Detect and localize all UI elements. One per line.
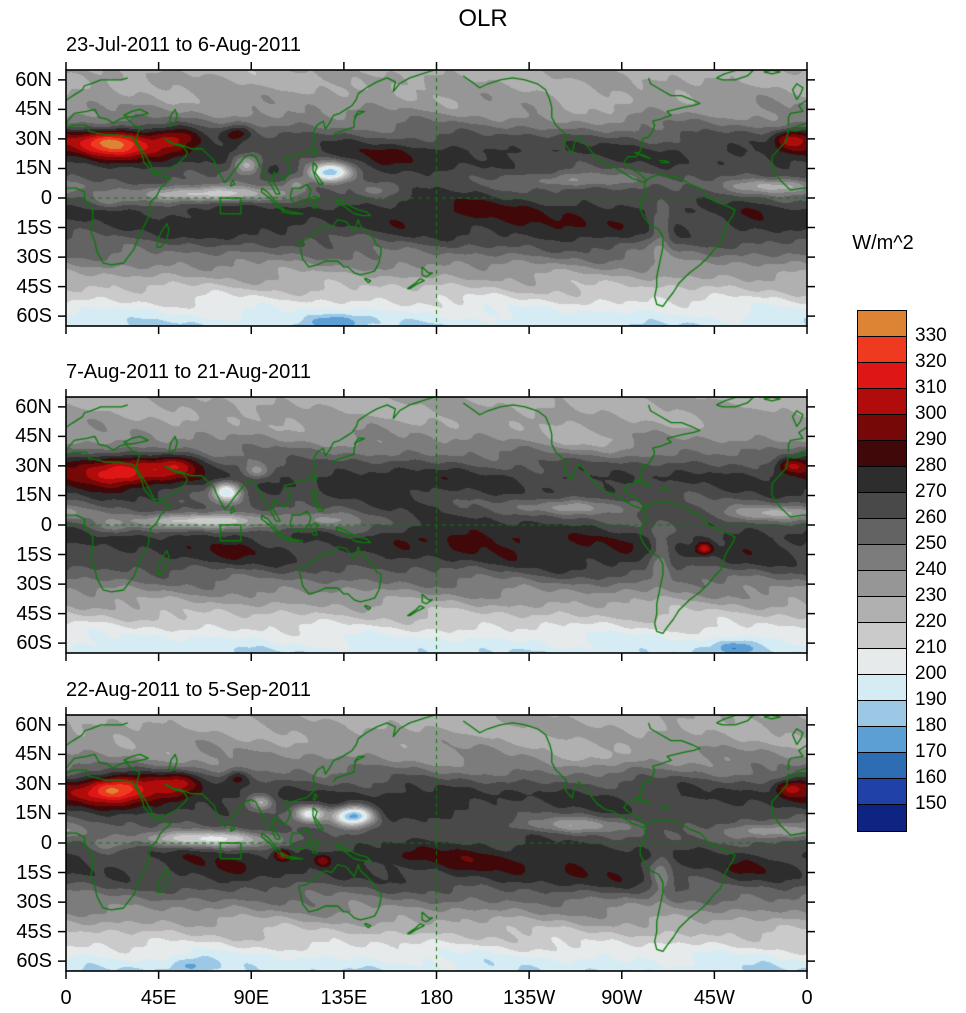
- colorbar-cell: [858, 545, 906, 571]
- lat-tick-label: 30S: [16, 573, 52, 596]
- colorbar-cell: [858, 727, 906, 753]
- panel-1-title: 23-Jul-2011 to 6-Aug-2011: [66, 34, 301, 56]
- lon-tick-label: 0: [60, 987, 72, 1009]
- colorbar-tick-label: 270: [915, 481, 947, 502]
- colorbar-cell: [858, 701, 906, 727]
- colorbar-cell: [858, 311, 906, 337]
- axis-ticks-overlay: [58, 389, 815, 661]
- colorbar-cell: [858, 623, 906, 649]
- lat-tick-label: 45N: [15, 743, 52, 766]
- lon-tick-label: 135W: [503, 987, 556, 1009]
- lat-tick-label: 0: [40, 187, 52, 209]
- lat-tick-label: 45S: [16, 920, 52, 943]
- colorbar-cell: [858, 675, 906, 701]
- colorbar-tick-label: 260: [915, 507, 947, 528]
- lon-tick-label: 0: [801, 987, 813, 1009]
- colorbar-cell: [858, 597, 906, 623]
- lon-tick-label: 135E: [320, 987, 368, 1009]
- colorbar-tick-label: 190: [915, 689, 947, 710]
- lon-tick-label: 90E: [233, 987, 270, 1009]
- lat-tick-label: 15N: [15, 484, 52, 507]
- colorbar-tick-label: 200: [915, 663, 947, 684]
- colorbar-cell: [858, 467, 906, 493]
- colorbar-tick-label: 160: [915, 767, 947, 788]
- colorbar-tick-label: 220: [915, 611, 947, 632]
- lat-tick-label: 30S: [16, 246, 52, 269]
- lon-tick-label: 45W: [693, 987, 735, 1009]
- lat-tick-label: 30N: [15, 772, 52, 795]
- map-panel-3-canvas: [66, 715, 807, 971]
- lat-tick-label: 60S: [16, 632, 52, 655]
- lat-tick-label: 15N: [15, 157, 52, 180]
- colorbar-tick-label: 150: [915, 793, 947, 814]
- lat-tick-label: 45S: [16, 275, 52, 298]
- colorbar-cell: [858, 363, 906, 389]
- lat-tick-label: 30S: [16, 891, 52, 914]
- colorbar-tick-label: 210: [915, 637, 947, 658]
- lat-tick-label: 60S: [16, 950, 52, 973]
- colorbar-tick-label: 170: [915, 741, 947, 762]
- lat-tick-label: 60N: [15, 713, 52, 736]
- colorbar-tick-label: 330: [915, 325, 947, 346]
- lat-tick-label: 15S: [16, 216, 52, 239]
- colorbar-cell: [858, 649, 906, 675]
- lat-tick-label: 15S: [16, 861, 52, 884]
- lon-tick-label: 45E: [140, 987, 177, 1009]
- panel-2-title: 7-Aug-2011 to 21-Aug-2011: [66, 361, 311, 383]
- colorbar: [857, 310, 907, 832]
- colorbar-cell: [858, 519, 906, 545]
- lat-tick-label: 60S: [16, 305, 52, 328]
- figure-title: OLR: [458, 5, 508, 32]
- colorbar-tick-label: 290: [915, 429, 947, 450]
- lat-tick-label: 45N: [15, 98, 52, 121]
- colorbar-tick-label: 230: [915, 585, 947, 606]
- axis-ticks-overlay: [58, 707, 815, 979]
- lat-tick-label: 45N: [15, 425, 52, 448]
- lat-tick-label: 60N: [15, 395, 52, 418]
- colorbar-units-label: W/m^2: [852, 232, 914, 254]
- colorbar-tick-label: 300: [915, 403, 947, 424]
- lat-tick-label: 0: [40, 832, 52, 854]
- colorbar-tick-label: 320: [915, 351, 947, 372]
- map-panel-2-canvas: [66, 397, 807, 653]
- lon-tick-label: 180: [419, 987, 454, 1009]
- lat-tick-label: 30N: [15, 127, 52, 150]
- colorbar-cell: [858, 337, 906, 363]
- colorbar-cell: [858, 805, 906, 831]
- lat-tick-label: 0: [40, 514, 52, 536]
- colorbar-tick-label: 180: [915, 715, 947, 736]
- lat-tick-label: 15N: [15, 802, 52, 825]
- colorbar-cell: [858, 753, 906, 779]
- lat-tick-label: 15S: [16, 543, 52, 566]
- colorbar-cell: [858, 389, 906, 415]
- colorbar-cell: [858, 441, 906, 467]
- colorbar-cell: [858, 493, 906, 519]
- lat-tick-label: 30N: [15, 454, 52, 477]
- panel-3-title: 22-Aug-2011 to 5-Sep-2011: [66, 679, 311, 701]
- colorbar-tick-label: 250: [915, 533, 947, 554]
- colorbar-tick-label: 240: [915, 559, 947, 580]
- lon-tick-label: 90W: [601, 987, 643, 1009]
- colorbar-cell: [858, 415, 906, 441]
- map-panel-1-canvas: [66, 70, 807, 326]
- colorbar-cell: [858, 779, 906, 805]
- colorbar-tick-label: 280: [915, 455, 947, 476]
- axis-ticks-overlay: [58, 62, 815, 334]
- lat-tick-label: 60N: [15, 68, 52, 91]
- lat-tick-label: 45S: [16, 602, 52, 625]
- colorbar-cell: [858, 571, 906, 597]
- colorbar-tick-label: 310: [915, 377, 947, 398]
